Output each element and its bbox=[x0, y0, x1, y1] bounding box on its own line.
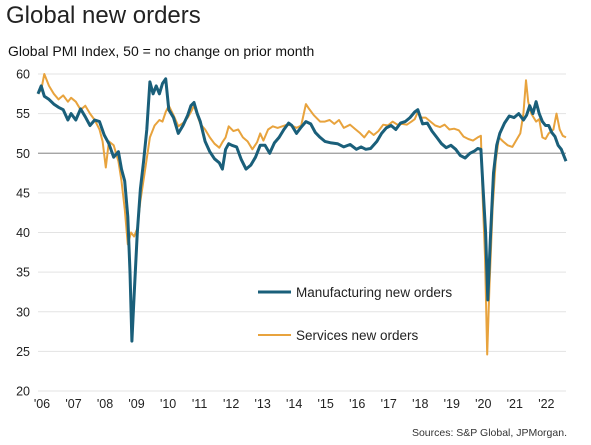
y-tick-label: 20 bbox=[16, 385, 30, 399]
x-tick-label: '10 bbox=[160, 397, 176, 411]
legend: Manufacturing new orders Services new ord… bbox=[258, 285, 452, 343]
y-tick-label: 60 bbox=[16, 68, 30, 82]
x-tick-label: '12 bbox=[223, 397, 239, 411]
legend-label-services: Services new orders bbox=[296, 328, 419, 343]
y-tick-label: 35 bbox=[16, 266, 30, 280]
y-axis-ticks: 20 25 30 35 40 45 50 55 60 bbox=[16, 68, 30, 399]
x-tick-label: '13 bbox=[255, 397, 271, 411]
y-tick-label: 50 bbox=[16, 147, 30, 161]
series-lines bbox=[36, 73, 568, 356]
x-tick-label: '15 bbox=[318, 397, 334, 411]
x-tick-label: '17 bbox=[381, 397, 397, 411]
x-tick-label: '11 bbox=[192, 397, 207, 411]
x-tick-label: '18 bbox=[412, 397, 428, 411]
x-tick-label: '19 bbox=[444, 397, 460, 411]
x-tick-label: '22 bbox=[538, 397, 554, 411]
y-tick-label: 45 bbox=[16, 186, 30, 200]
x-tick-label: '09 bbox=[128, 397, 144, 411]
services-series-line bbox=[37, 73, 567, 356]
chart-subtitle: Global PMI Index, 50 = no change on prio… bbox=[8, 43, 315, 59]
x-tick-label: '16 bbox=[349, 397, 365, 411]
legend-label-manufacturing: Manufacturing new orders bbox=[296, 285, 452, 300]
manufacturing-series-line bbox=[36, 77, 568, 343]
x-tick-label: '20 bbox=[475, 397, 491, 411]
y-tick-label: 30 bbox=[16, 305, 30, 319]
x-tick-label: '07 bbox=[65, 397, 81, 411]
source-note: Sources: S&P Global, JPMorgan. bbox=[411, 427, 567, 439]
chart-title: Global new orders bbox=[6, 2, 201, 29]
x-axis-ticks: '06 '07 '08 '09 '10 '11 '12 '13 '14 '15 '16 '17 '18 '… bbox=[34, 397, 555, 411]
x-tick-label: '06 bbox=[34, 397, 50, 411]
x-tick-label: '21 bbox=[507, 397, 523, 411]
x-tick-label: '14 bbox=[286, 397, 302, 411]
x-tick-label: '08 bbox=[97, 397, 113, 411]
y-tick-label: 25 bbox=[16, 345, 30, 359]
y-tick-label: 40 bbox=[16, 226, 30, 240]
y-tick-label: 55 bbox=[16, 107, 30, 121]
